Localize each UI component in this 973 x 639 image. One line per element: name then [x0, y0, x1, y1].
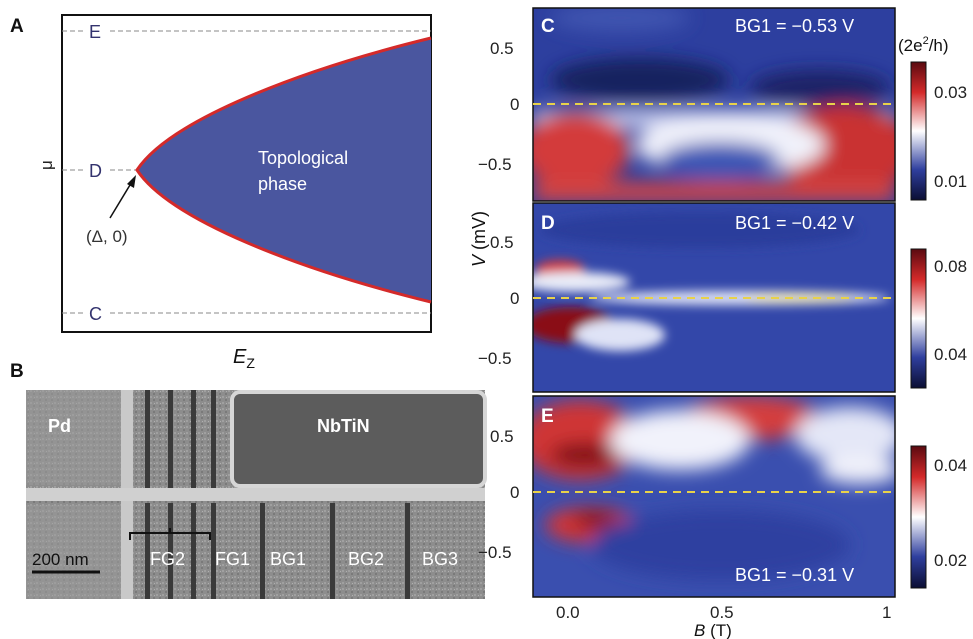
panel-b: B Pd NbTiN FG2 FG1 BG1 BG2 BG3 200 nm [10, 361, 487, 599]
pd-label: Pd [48, 416, 71, 436]
point-label: (Δ, 0) [86, 227, 128, 246]
colorbar-c-tick-high: 0.03 [934, 83, 967, 102]
xtick-1: 1 [882, 603, 891, 622]
colorbar-e-tick-high: 0.04 [934, 456, 967, 475]
nbtin-contact [230, 390, 487, 488]
panel-e-map [533, 396, 895, 597]
panel-e-frame [532, 395, 896, 598]
nanowire [26, 488, 485, 501]
xtick-05: 0.5 [710, 603, 734, 622]
point-arrow-head [127, 175, 136, 188]
panel-d-gate-voltage: BG1 = −0.42 V [735, 213, 854, 233]
e-ytick-pos: 0.5 [490, 427, 514, 446]
c-ytick-pos: 0.5 [490, 39, 514, 58]
gate-label-bg2: BG2 [348, 549, 384, 569]
gate-label-fg2: FG2 [150, 549, 185, 569]
panel-c: C BG1 = −0.53 V 0.5 0 −0.5 [478, 7, 896, 202]
colorbar-c [910, 61, 927, 201]
c-ytick-neg: −0.5 [478, 155, 512, 174]
d-ytick-zero: 0 [510, 289, 519, 308]
point-arrow-shaft [109, 179, 134, 219]
level-d-label: D [89, 161, 102, 181]
panel-d: D BG1 = −0.42 V 0.5 0 −0.5 [478, 202, 896, 393]
colorbar-e [910, 445, 927, 589]
panel-a: A E D C Topological phase (Δ, 0) μ EZ [10, 14, 432, 371]
colorbar-d [910, 248, 927, 389]
panels-ylabel: V (mV) [469, 211, 489, 267]
panels-xlabel: B (T) [694, 621, 732, 639]
level-d-bg [84, 159, 108, 181]
panel-e-label: E [541, 406, 554, 427]
pd-lower [26, 505, 121, 599]
panel-b-label: B [10, 361, 24, 382]
colorbar-d-tick-low: 0.04 [934, 345, 967, 364]
topological-phase-region [137, 38, 431, 302]
panel-e: E BG1 = −0.31 V 0.5 0 −0.5 [478, 395, 896, 598]
gate-label-bg3: BG3 [422, 549, 458, 569]
panel-a-xlabel: EZ [233, 346, 255, 371]
d-ytick-neg: −0.5 [478, 349, 512, 368]
panel-e-gate-voltage: BG1 = −0.31 V [735, 565, 854, 585]
fg2-bracket [129, 528, 211, 540]
panel-a-label: A [10, 16, 24, 37]
level-e-label: E [89, 22, 101, 42]
panel-d-label: D [541, 213, 555, 234]
level-e-bg [84, 20, 108, 42]
level-c-bg [84, 302, 108, 324]
scale-bar-label: 200 nm [32, 550, 89, 569]
level-c-label: C [89, 304, 102, 324]
panel-c-gate-voltage: BG1 = −0.53 V [735, 16, 854, 36]
e-ytick-zero: 0 [510, 483, 519, 502]
region-label-line1: Topological [258, 148, 348, 168]
colorbar-c-tick-low: 0.01 [934, 172, 967, 191]
panel-a-ylabel: μ [37, 160, 56, 170]
colorbar-d-tick-high: 0.08 [934, 257, 967, 276]
pd-contact [26, 390, 121, 485]
e-ytick-neg: −0.5 [478, 543, 512, 562]
region-label-line2: phase [258, 174, 307, 194]
colorbar-e-tick-low: 0.02 [934, 551, 967, 570]
phase-boundary [135, 36, 432, 304]
panel-c-label: C [541, 16, 555, 37]
d-ytick-pos: 0.5 [490, 233, 514, 252]
c-ytick-zero: 0 [510, 95, 519, 114]
gate-label-bg1: BG1 [270, 549, 306, 569]
colorbar-unit: (2e2/h) [898, 35, 949, 55]
gate-label-fg1: FG1 [215, 549, 250, 569]
xtick-0: 0.0 [556, 603, 580, 622]
nbtin-label: NbTiN [317, 416, 370, 436]
gate-stripes [145, 390, 410, 599]
